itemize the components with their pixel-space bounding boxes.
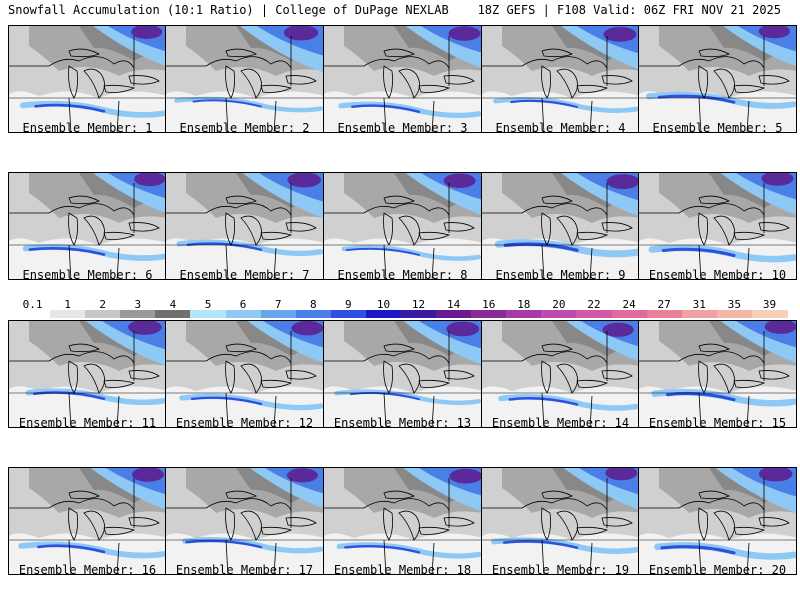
ensemble-member-map xyxy=(165,320,324,428)
ensemble-member-map xyxy=(165,25,324,133)
colorbar-tick-label: 12 xyxy=(411,298,426,311)
ensemble-member-map xyxy=(481,25,640,133)
colorbar-tick-label: 10 xyxy=(376,298,391,311)
colorbar-swatch xyxy=(506,310,543,318)
colorbar-swatch xyxy=(15,310,51,318)
colorbar-swatch xyxy=(225,310,262,318)
ensemble-member-map xyxy=(8,467,167,575)
colorbar-tick-label: 6 xyxy=(239,298,247,311)
colorbar-swatch xyxy=(260,310,297,318)
colorbar-tick-label: 0.1 xyxy=(22,298,43,311)
colorbar-swatch xyxy=(541,310,578,318)
ensemble-member-map xyxy=(323,25,482,133)
colorbar-swatch xyxy=(751,310,788,318)
ensemble-member-label: Ensemble Member: 20 xyxy=(648,563,787,577)
colorbar-tick-label: 7 xyxy=(274,298,282,311)
colorbar-swatch xyxy=(681,310,718,318)
ensemble-member-map xyxy=(323,467,482,575)
colorbar-tick-label: 39 xyxy=(762,298,777,311)
ensemble-member-label: Ensemble Member: 7 xyxy=(179,268,310,282)
colorbar-tick-label: 1 xyxy=(64,298,71,311)
header-left: Snowfall Accumulation (10:1 Ratio) | Col… xyxy=(8,3,449,17)
ensemble-member-label: Ensemble Member: 6 xyxy=(22,268,153,282)
ensemble-member-label: Ensemble Member: 13 xyxy=(333,416,472,430)
ensemble-member-label: Ensemble Member: 15 xyxy=(648,416,787,430)
colorbar-tick-label: 35 xyxy=(727,298,741,311)
colorbar-swatch xyxy=(576,310,613,318)
ensemble-member-label: Ensemble Member: 14 xyxy=(491,416,630,430)
ensemble-member-map xyxy=(8,320,167,428)
colorbar-tick-label: 16 xyxy=(482,298,496,311)
ensemble-member-label: Ensemble Member: 10 xyxy=(648,268,787,282)
colorbar-tick-label: 9 xyxy=(345,298,352,311)
ensemble-member-label: Ensemble Member: 19 xyxy=(491,563,630,577)
ensemble-member-map xyxy=(323,320,482,428)
ensemble-member-label: Ensemble Member: 2 xyxy=(179,121,310,135)
colorbar-tick-label: 20 xyxy=(552,298,566,311)
colorbar-tick-label: 2 xyxy=(99,298,107,311)
colorbar-swatch xyxy=(471,310,508,318)
colorbar-swatch xyxy=(50,310,87,318)
ensemble-member-map xyxy=(8,172,167,280)
ensemble-member-map xyxy=(638,25,797,133)
colorbar-swatch xyxy=(155,310,192,318)
colorbar-tick-label: 5 xyxy=(204,298,212,311)
ensemble-member-label: Ensemble Member: 11 xyxy=(18,416,157,430)
ensemble-member-label: Ensemble Member: 16 xyxy=(18,563,157,577)
ensemble-member-map xyxy=(638,467,797,575)
colorbar-swatch xyxy=(401,310,437,318)
colorbar-swatch xyxy=(716,310,753,318)
colorbar-swatch xyxy=(611,310,648,318)
colorbar-swatch xyxy=(120,310,157,318)
ensemble-member-map xyxy=(481,467,640,575)
colorbar-tick-label: 27 xyxy=(657,298,671,311)
colorbar-swatch xyxy=(365,310,402,318)
ensemble-member-label: Ensemble Member: 8 xyxy=(337,268,468,282)
ensemble-member-map xyxy=(8,25,167,133)
colorbar-tick-label: 18 xyxy=(517,298,531,311)
ensemble-member-label: Ensemble Member: 1 xyxy=(22,121,153,135)
colorbar-tick-label: 14 xyxy=(447,298,461,311)
ensemble-member-map xyxy=(481,320,640,428)
ensemble-member-map xyxy=(323,172,482,280)
colorbar-tick-label: 31 xyxy=(692,298,706,311)
header-right: 18Z GEFS | F108 Valid: 06Z FRI NOV 21 20… xyxy=(477,3,781,17)
colorbar-swatch xyxy=(436,310,473,318)
ensemble-member-label: Ensemble Member: 17 xyxy=(175,563,314,577)
ensemble-member-label: Ensemble Member: 12 xyxy=(175,416,314,430)
ensemble-member-map xyxy=(481,172,640,280)
ensemble-member-label: Ensemble Member: 3 xyxy=(337,121,468,135)
ensemble-member-map xyxy=(638,320,797,428)
colorbar-swatch xyxy=(646,310,683,318)
colorbar-swatch xyxy=(85,310,122,318)
ensemble-member-label: Ensemble Member: 9 xyxy=(495,268,626,282)
ensemble-member-map xyxy=(165,467,324,575)
ensemble-member-map xyxy=(165,172,324,280)
ensemble-member-map xyxy=(638,172,797,280)
colorbar-tick-label: 8 xyxy=(309,298,317,311)
colorbar-swatch xyxy=(295,310,332,318)
colorbar-tick-label: 4 xyxy=(169,298,177,311)
ensemble-member-label: Ensemble Member: 4 xyxy=(495,121,626,135)
colorbar-swatch xyxy=(330,310,367,318)
colorbar-tick-label: 22 xyxy=(587,298,601,311)
ensemble-member-label: Ensemble Member: 18 xyxy=(333,563,472,577)
colorbar-tick-label: 3 xyxy=(134,298,142,311)
colorbar-tick-label: 24 xyxy=(622,298,636,311)
ensemble-member-label: Ensemble Member: 5 xyxy=(652,121,783,135)
colorbar-swatch xyxy=(190,310,227,318)
